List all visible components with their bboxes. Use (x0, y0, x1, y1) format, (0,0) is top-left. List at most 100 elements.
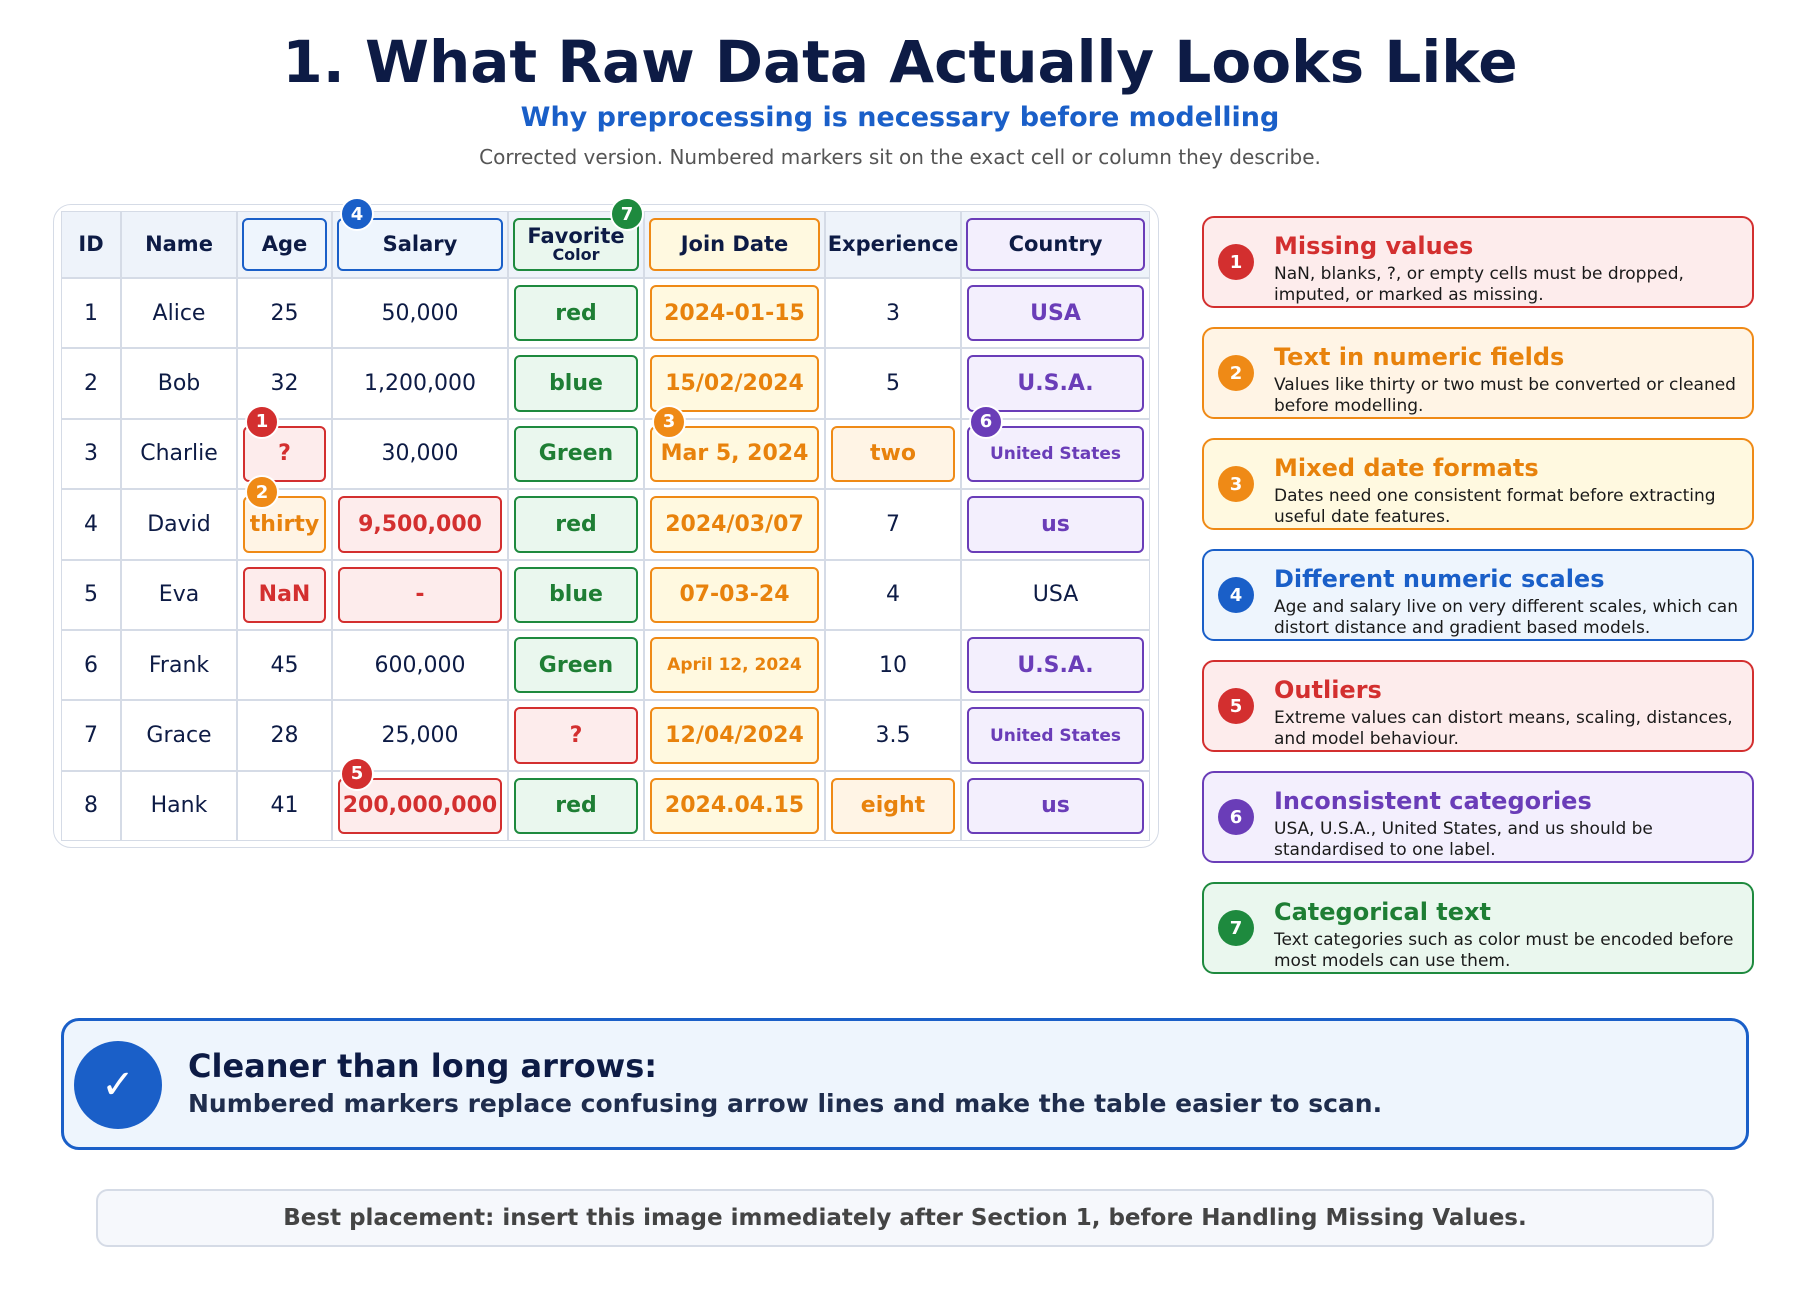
legend-text: NaN, blanks, ?, or empty cells must be d… (1274, 264, 1684, 305)
legend-card: 5 Outliers Extreme values can distort mean… (1202, 660, 1754, 752)
table-cell: 2 (61, 348, 121, 419)
marker: 4 (340, 197, 374, 231)
cell-value: two (831, 425, 955, 483)
header-label: Join Date (649, 218, 820, 271)
legend-text: Values like thirty or two must be conver… (1274, 375, 1736, 416)
table-cell: blue (508, 559, 644, 630)
cell-value: 2 (84, 371, 98, 397)
table-cell: USA (961, 559, 1150, 630)
cell-value: 8 (84, 793, 98, 819)
cell-value: 25 (270, 300, 299, 326)
table-cell: 2024.04.15 (644, 770, 825, 842)
table-cell: 6 (61, 630, 121, 701)
header-cell: Join Date (644, 211, 825, 278)
table-cell: Eva (121, 559, 237, 630)
legend-number: 5 (1218, 688, 1254, 724)
table-cell: 1 (61, 278, 121, 349)
cell-value: 50,000 (381, 300, 459, 326)
table-cell: April 12, 2024 (644, 630, 825, 701)
table-cell: 07-03-24 (644, 559, 825, 630)
legend-card: 7 Categorical text Text categories such as… (1202, 882, 1754, 974)
table-cell: red (508, 489, 644, 560)
header-text: Name (145, 232, 213, 257)
table-cell: 5 (825, 348, 961, 419)
table-cell: ? (508, 700, 644, 771)
cell-value: 28 (270, 723, 299, 749)
cell-value: 5 (84, 582, 98, 608)
cell-value: Frank (148, 652, 210, 678)
header-text: Salary (382, 232, 458, 257)
table-cell: 8 (61, 770, 121, 842)
table-cell: - (332, 559, 508, 630)
legend-card: 4 Different numeric scales Age and salary … (1202, 549, 1754, 641)
table-cell: 3 (825, 278, 961, 349)
header-subtext: Color (552, 245, 600, 265)
header-label: ID (66, 218, 116, 271)
table-cell: 7 (825, 489, 961, 560)
header-cell: Experience (825, 211, 961, 278)
title: 1. What Raw Data Actually Looks Like (282, 28, 1518, 96)
table-cell: 5 (61, 559, 121, 630)
legend-card: 6 Inconsistent categories USA, U.S.A., Uni… (1202, 771, 1754, 863)
table-cell: blue (508, 348, 644, 419)
legend-number: 2 (1218, 355, 1254, 391)
legend-number: 6 (1218, 799, 1254, 835)
cell-value: - (338, 566, 502, 623)
cell-value: 7 (84, 723, 98, 749)
cell-value: 41 (270, 793, 299, 819)
table-cell: 9,500,000 (332, 489, 508, 560)
table-cell: 2024/03/07 (644, 489, 825, 560)
table-cell: red (508, 770, 644, 842)
header-label: Name (126, 218, 232, 271)
legend-number: 7 (1218, 910, 1254, 946)
cell-value: 30,000 (381, 441, 459, 467)
cell-value: 25,000 (381, 723, 459, 749)
marker: 3 (652, 404, 686, 439)
cell-value: red (514, 777, 638, 835)
legend-title: Inconsistent categories (1274, 787, 1592, 815)
header-text: Join Date (680, 232, 789, 257)
cell-value: NaN (243, 566, 326, 623)
legend-number: 3 (1218, 466, 1254, 502)
table-cell: 30,000 (332, 418, 508, 490)
callout: ✓ Cleaner than long arrows: Numbered mar… (61, 1018, 1749, 1150)
callout-title: Cleaner than long arrows: (188, 1047, 658, 1085)
table-cell: David (121, 489, 237, 560)
header-cell: Country (961, 211, 1150, 278)
legend-card: 1 Missing values NaN, blanks, ?, or empty … (1202, 216, 1754, 308)
cell-value: us (967, 496, 1144, 553)
cell-value: Charlie (140, 441, 218, 467)
table-cell: 4 (61, 489, 121, 560)
header-cell: ID (61, 211, 121, 278)
header-text: Favorite (527, 224, 625, 249)
cell-value: 07-03-24 (650, 566, 819, 623)
marker: 5 (340, 756, 374, 791)
table-cell: Bob (121, 348, 237, 419)
cell-value: 2024/03/07 (650, 496, 819, 553)
cell-value: ? (514, 707, 638, 764)
table-cell: eight (825, 770, 961, 842)
marker: 6 (969, 404, 1003, 439)
table-cell: 12/04/2024 (644, 700, 825, 771)
cell-value: Grace (146, 723, 212, 749)
table-cell: 10 (825, 630, 961, 701)
cell-value: David (147, 511, 211, 537)
legend-title: Mixed date formats (1274, 454, 1539, 482)
table-cell: Green (508, 418, 644, 490)
cell-value: 7 (886, 511, 900, 537)
table-cell: 4 (825, 559, 961, 630)
table-cell: 2024-01-15 (644, 278, 825, 349)
cell-value: USA (967, 285, 1144, 342)
cell-value: 3 (886, 300, 900, 326)
header-cell: Name (121, 211, 237, 278)
cell-value: 10 (879, 652, 907, 678)
cell-value: 9,500,000 (338, 496, 502, 553)
legend-title: Categorical text (1274, 898, 1491, 926)
cell-value: 6 (84, 652, 98, 678)
header-text: Country (1008, 232, 1103, 257)
legend-number: 1 (1218, 244, 1254, 280)
legend-text: Dates need one consistent format before … (1274, 486, 1716, 527)
cell-value: blue (514, 355, 638, 412)
table-cell: Charlie (121, 418, 237, 490)
